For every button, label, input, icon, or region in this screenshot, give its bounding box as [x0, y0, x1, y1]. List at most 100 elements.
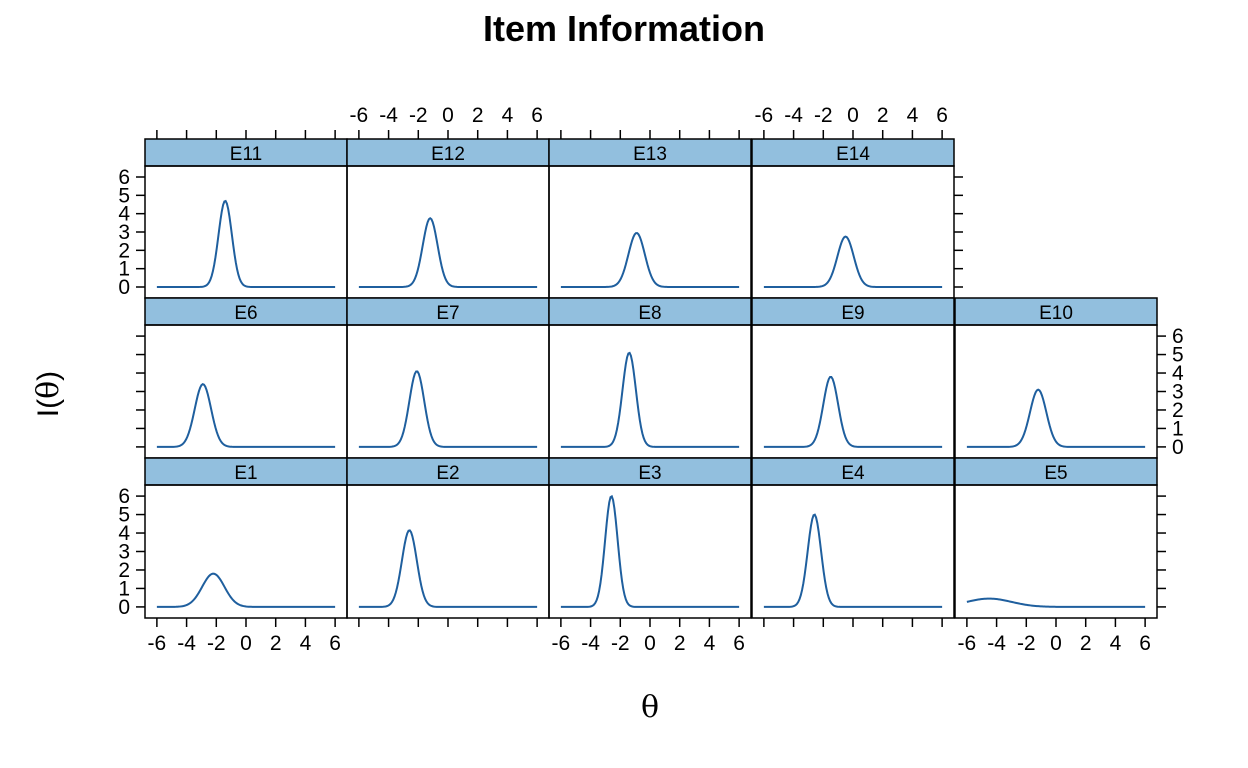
strip-label-e14: E14	[836, 144, 870, 165]
plot-frame-e4	[751, 484, 955, 619]
strip-label-e5: E5	[1044, 463, 1067, 484]
y-axis-label-symbol: θ	[31, 380, 66, 399]
x-tick-label: 0	[240, 632, 252, 655]
x-tick-label: 2	[674, 632, 686, 655]
y-tick-label: 6	[118, 485, 130, 508]
x-axis-label: θ	[640, 690, 660, 725]
x-tick-label: 2	[270, 632, 282, 655]
x-tick-label: -6	[350, 104, 369, 127]
strip-e10	[954, 297, 1158, 326]
info-curve-e4	[763, 513, 943, 608]
y-tick-label: 5	[1172, 344, 1184, 367]
info-curve-e13	[560, 232, 740, 288]
strip-label-e11: E11	[230, 144, 262, 165]
x-tick-label: -6	[148, 632, 167, 655]
x-axis-top-col4: -6 -4 -2 0 2 4 6	[755, 104, 948, 139]
strip-label-e3: E3	[638, 463, 661, 484]
x-axis-bottom-col4	[763, 618, 943, 627]
info-curve-e8	[560, 351, 740, 448]
x-tick-label: 4	[1110, 632, 1122, 655]
y-tick-label: 5	[118, 184, 130, 207]
panel-e14: E14	[751, 138, 955, 299]
strip-label-e13: E13	[633, 144, 667, 165]
x-tick-label: -2	[611, 632, 630, 655]
info-curve-e7	[358, 370, 538, 448]
y-tick-label: 1	[118, 577, 130, 600]
strip-e11	[144, 138, 348, 167]
strip-e4	[751, 457, 955, 486]
y-tick-label: 2	[1172, 399, 1184, 422]
panel-e2: E2	[346, 457, 550, 619]
plot-frame-e6	[144, 324, 348, 459]
info-curve-e6	[156, 382, 336, 448]
plot-frame-e9	[751, 324, 955, 459]
x-tick-label: 4	[300, 632, 312, 655]
x-axis-top-col2: -6 -4 -2 0 2 4 6	[350, 104, 543, 139]
strip-label-e8: E8	[638, 303, 661, 324]
y-axis-label-prefix: I(	[32, 398, 65, 418]
panel-e12: E12	[346, 138, 550, 299]
x-tick-label: -4	[784, 104, 803, 127]
x-tick-label: -6	[552, 632, 571, 655]
strip-e8	[548, 297, 752, 326]
panel-e1: E1	[144, 457, 348, 619]
panel-e6: E6	[144, 297, 348, 459]
plot-frame-e12	[346, 165, 550, 299]
x-axis-bottom-col1: -6 -4 -2 0 2 4 6	[148, 618, 341, 655]
x-tick-label: 6	[936, 104, 948, 127]
panel-e9: E9	[751, 297, 955, 459]
x-tick-label: 2	[1080, 632, 1092, 655]
x-tick-label: 6	[329, 632, 341, 655]
y-tick-label: 4	[118, 203, 130, 226]
x-axis-bottom-col3: -6 -4 -2 0 2 4 6	[552, 618, 745, 655]
y-tick-label: 1	[118, 258, 130, 281]
y-tick-label: 5	[118, 504, 130, 527]
plot-frame-e3	[548, 484, 752, 619]
x-tick-label: 4	[907, 104, 919, 127]
plot-frame-e13	[548, 165, 752, 299]
x-axis-top-col1	[156, 130, 336, 139]
panel-e11: E11	[144, 138, 348, 299]
strip-label-e1: E1	[234, 463, 257, 484]
x-tick-label: 6	[531, 104, 543, 127]
info-curve-e11	[156, 199, 336, 288]
plot-frame-e11	[144, 165, 348, 299]
x-tick-label: -6	[958, 632, 977, 655]
panel-e10: E10	[954, 297, 1158, 459]
y-tick-label: 4	[1172, 362, 1184, 385]
x-tick-label: 0	[1050, 632, 1062, 655]
panel-e8: E8	[548, 297, 752, 459]
x-tick-label: -2	[1017, 632, 1036, 655]
y-tick-label: 0	[118, 276, 130, 299]
info-curve-e12	[358, 216, 538, 288]
x-axis-top-col3	[560, 130, 740, 139]
y-axis-left-row2	[136, 335, 145, 448]
x-tick-label: -2	[207, 632, 226, 655]
x-tick-label: -4	[987, 632, 1006, 655]
x-tick-label: -6	[755, 104, 774, 127]
y-tick-label: 0	[1172, 436, 1184, 459]
panel-e13: E13	[548, 138, 752, 299]
y-axis-label: I(θ)	[31, 339, 66, 449]
x-tick-label: 2	[877, 104, 889, 127]
plot-frame-e2	[346, 484, 550, 619]
plot-frame-e10	[954, 324, 1158, 459]
panel-e3: E3	[548, 457, 752, 619]
y-tick-label: 2	[118, 239, 130, 262]
x-tick-label: -4	[379, 104, 398, 127]
plot-frame-e7	[346, 324, 550, 459]
panel-e7: E7	[346, 297, 550, 459]
strip-label-e6: E6	[234, 303, 257, 324]
strip-e1	[144, 457, 348, 486]
x-tick-label: -4	[581, 632, 600, 655]
panel-e4: E4	[751, 457, 955, 619]
plot-frame-e14	[751, 165, 955, 299]
x-tick-label: 4	[502, 104, 514, 127]
y-tick-label: 1	[1172, 417, 1184, 440]
y-axis-label-suffix: )	[32, 370, 65, 381]
strip-label-e7: E7	[436, 303, 459, 324]
plot-frame-e8	[548, 324, 752, 459]
strip-label-e9: E9	[841, 303, 864, 324]
